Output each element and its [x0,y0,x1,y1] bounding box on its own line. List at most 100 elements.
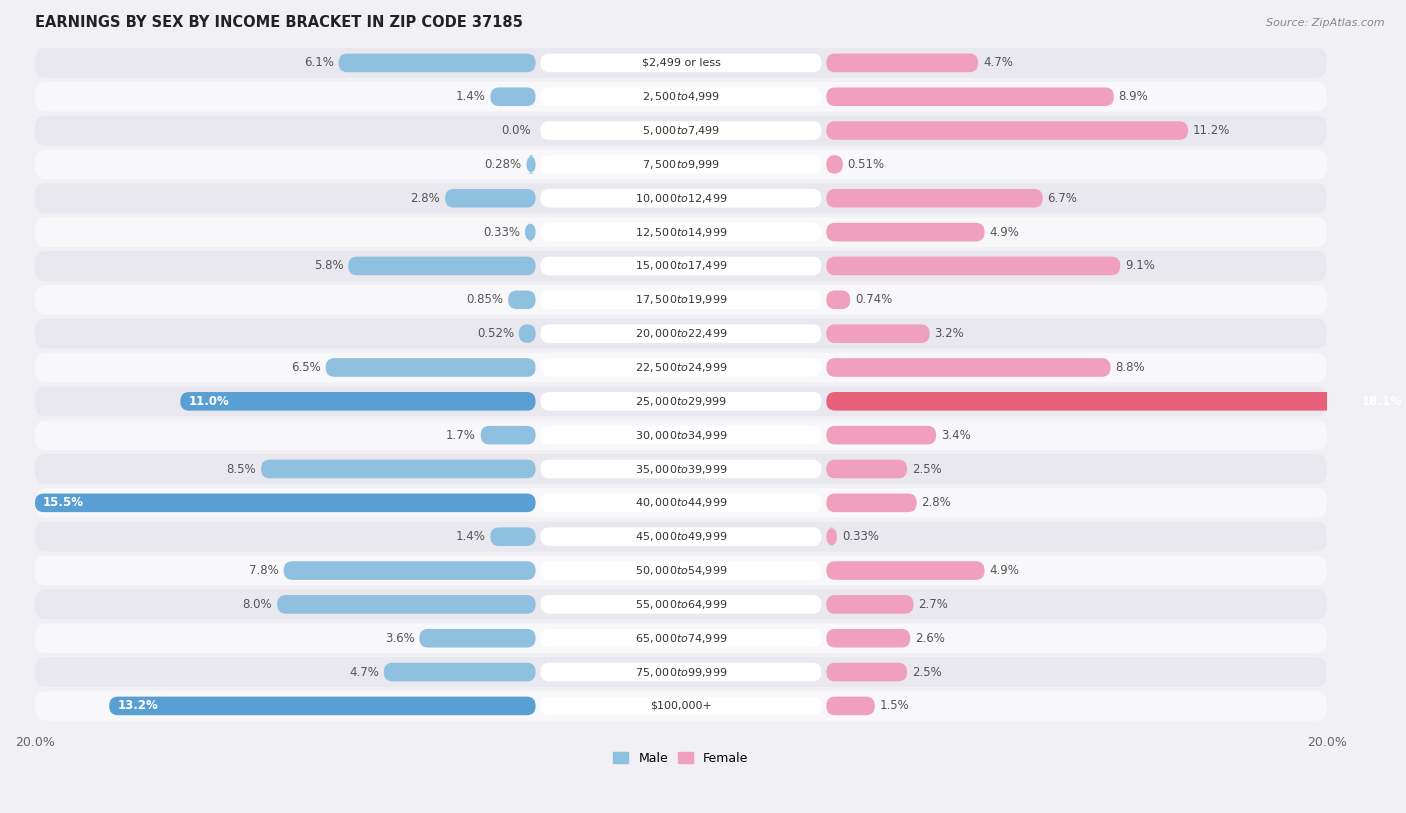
FancyBboxPatch shape [35,115,1327,146]
Text: 0.33%: 0.33% [484,225,520,238]
Text: 6.7%: 6.7% [1047,192,1077,205]
FancyBboxPatch shape [540,290,821,309]
Text: 9.1%: 9.1% [1125,259,1154,272]
FancyBboxPatch shape [519,324,536,343]
FancyBboxPatch shape [524,223,536,241]
FancyBboxPatch shape [540,121,821,140]
FancyBboxPatch shape [827,290,851,309]
Text: 0.51%: 0.51% [848,158,884,171]
FancyBboxPatch shape [827,189,1043,207]
FancyBboxPatch shape [35,184,1327,213]
FancyBboxPatch shape [35,691,1327,721]
Text: 11.2%: 11.2% [1192,124,1230,137]
Text: 2.5%: 2.5% [912,666,942,679]
FancyBboxPatch shape [540,663,821,681]
Text: $7,500 to $9,999: $7,500 to $9,999 [641,158,720,171]
FancyBboxPatch shape [35,251,1327,280]
Text: 0.33%: 0.33% [842,530,879,543]
Text: 2.8%: 2.8% [411,192,440,205]
Text: 8.8%: 8.8% [1115,361,1144,374]
FancyBboxPatch shape [35,454,1327,484]
Text: 13.2%: 13.2% [117,699,157,712]
Text: 0.74%: 0.74% [855,293,893,307]
FancyBboxPatch shape [180,392,536,411]
FancyBboxPatch shape [35,217,1327,247]
FancyBboxPatch shape [339,54,536,72]
FancyBboxPatch shape [827,459,907,478]
Text: 4.7%: 4.7% [983,56,1012,69]
FancyBboxPatch shape [384,663,536,681]
Text: 7.8%: 7.8% [249,564,278,577]
Text: 2.7%: 2.7% [918,598,948,611]
FancyBboxPatch shape [540,426,821,445]
FancyBboxPatch shape [35,48,1327,78]
Text: $45,000 to $49,999: $45,000 to $49,999 [634,530,727,543]
FancyBboxPatch shape [35,657,1327,687]
Text: 8.5%: 8.5% [226,463,256,476]
FancyBboxPatch shape [827,359,1111,376]
Text: 1.4%: 1.4% [456,90,485,103]
FancyBboxPatch shape [827,697,875,715]
FancyBboxPatch shape [827,561,984,580]
FancyBboxPatch shape [540,54,821,72]
FancyBboxPatch shape [540,88,821,106]
FancyBboxPatch shape [827,392,1406,411]
FancyBboxPatch shape [540,561,821,580]
Text: $30,000 to $34,999: $30,000 to $34,999 [634,428,727,441]
FancyBboxPatch shape [540,595,821,614]
Text: 1.5%: 1.5% [880,699,910,712]
FancyBboxPatch shape [284,561,536,580]
FancyBboxPatch shape [491,88,536,106]
FancyBboxPatch shape [827,257,1121,276]
FancyBboxPatch shape [827,528,837,546]
Text: $65,000 to $74,999: $65,000 to $74,999 [634,632,727,645]
FancyBboxPatch shape [827,155,842,174]
Text: $17,500 to $19,999: $17,500 to $19,999 [634,293,727,307]
FancyBboxPatch shape [540,629,821,647]
FancyBboxPatch shape [35,493,536,512]
Text: 4.7%: 4.7% [349,666,380,679]
Text: 3.4%: 3.4% [941,428,970,441]
FancyBboxPatch shape [827,324,929,343]
FancyBboxPatch shape [35,285,1327,315]
Text: $22,500 to $24,999: $22,500 to $24,999 [634,361,727,374]
FancyBboxPatch shape [540,697,821,715]
Text: 3.6%: 3.6% [385,632,415,645]
FancyBboxPatch shape [35,522,1327,551]
FancyBboxPatch shape [540,493,821,512]
Text: $10,000 to $12,499: $10,000 to $12,499 [634,192,727,205]
FancyBboxPatch shape [35,488,1327,518]
Text: EARNINGS BY SEX BY INCOME BRACKET IN ZIP CODE 37185: EARNINGS BY SEX BY INCOME BRACKET IN ZIP… [35,15,523,30]
FancyBboxPatch shape [540,459,821,478]
Text: 8.9%: 8.9% [1119,90,1149,103]
Text: 6.5%: 6.5% [291,361,321,374]
Legend: Male, Female: Male, Female [609,747,754,770]
FancyBboxPatch shape [35,150,1327,180]
Text: 0.28%: 0.28% [485,158,522,171]
FancyBboxPatch shape [540,528,821,546]
Text: 2.8%: 2.8% [921,497,952,510]
FancyBboxPatch shape [35,555,1327,585]
FancyBboxPatch shape [540,155,821,174]
FancyBboxPatch shape [35,82,1327,111]
FancyBboxPatch shape [110,697,536,715]
FancyBboxPatch shape [35,420,1327,450]
Text: 0.0%: 0.0% [501,124,530,137]
FancyBboxPatch shape [262,459,536,478]
Text: 1.7%: 1.7% [446,428,475,441]
FancyBboxPatch shape [35,353,1327,382]
FancyBboxPatch shape [827,663,907,681]
Text: 6.1%: 6.1% [304,56,333,69]
FancyBboxPatch shape [827,223,984,241]
Text: $35,000 to $39,999: $35,000 to $39,999 [634,463,727,476]
FancyBboxPatch shape [540,257,821,276]
FancyBboxPatch shape [827,88,1114,106]
FancyBboxPatch shape [540,223,821,241]
Text: $12,500 to $14,999: $12,500 to $14,999 [634,225,727,238]
FancyBboxPatch shape [527,155,536,174]
FancyBboxPatch shape [827,595,914,614]
Text: $55,000 to $64,999: $55,000 to $64,999 [634,598,727,611]
FancyBboxPatch shape [35,319,1327,349]
Text: $75,000 to $99,999: $75,000 to $99,999 [634,666,727,679]
Text: $15,000 to $17,499: $15,000 to $17,499 [634,259,727,272]
